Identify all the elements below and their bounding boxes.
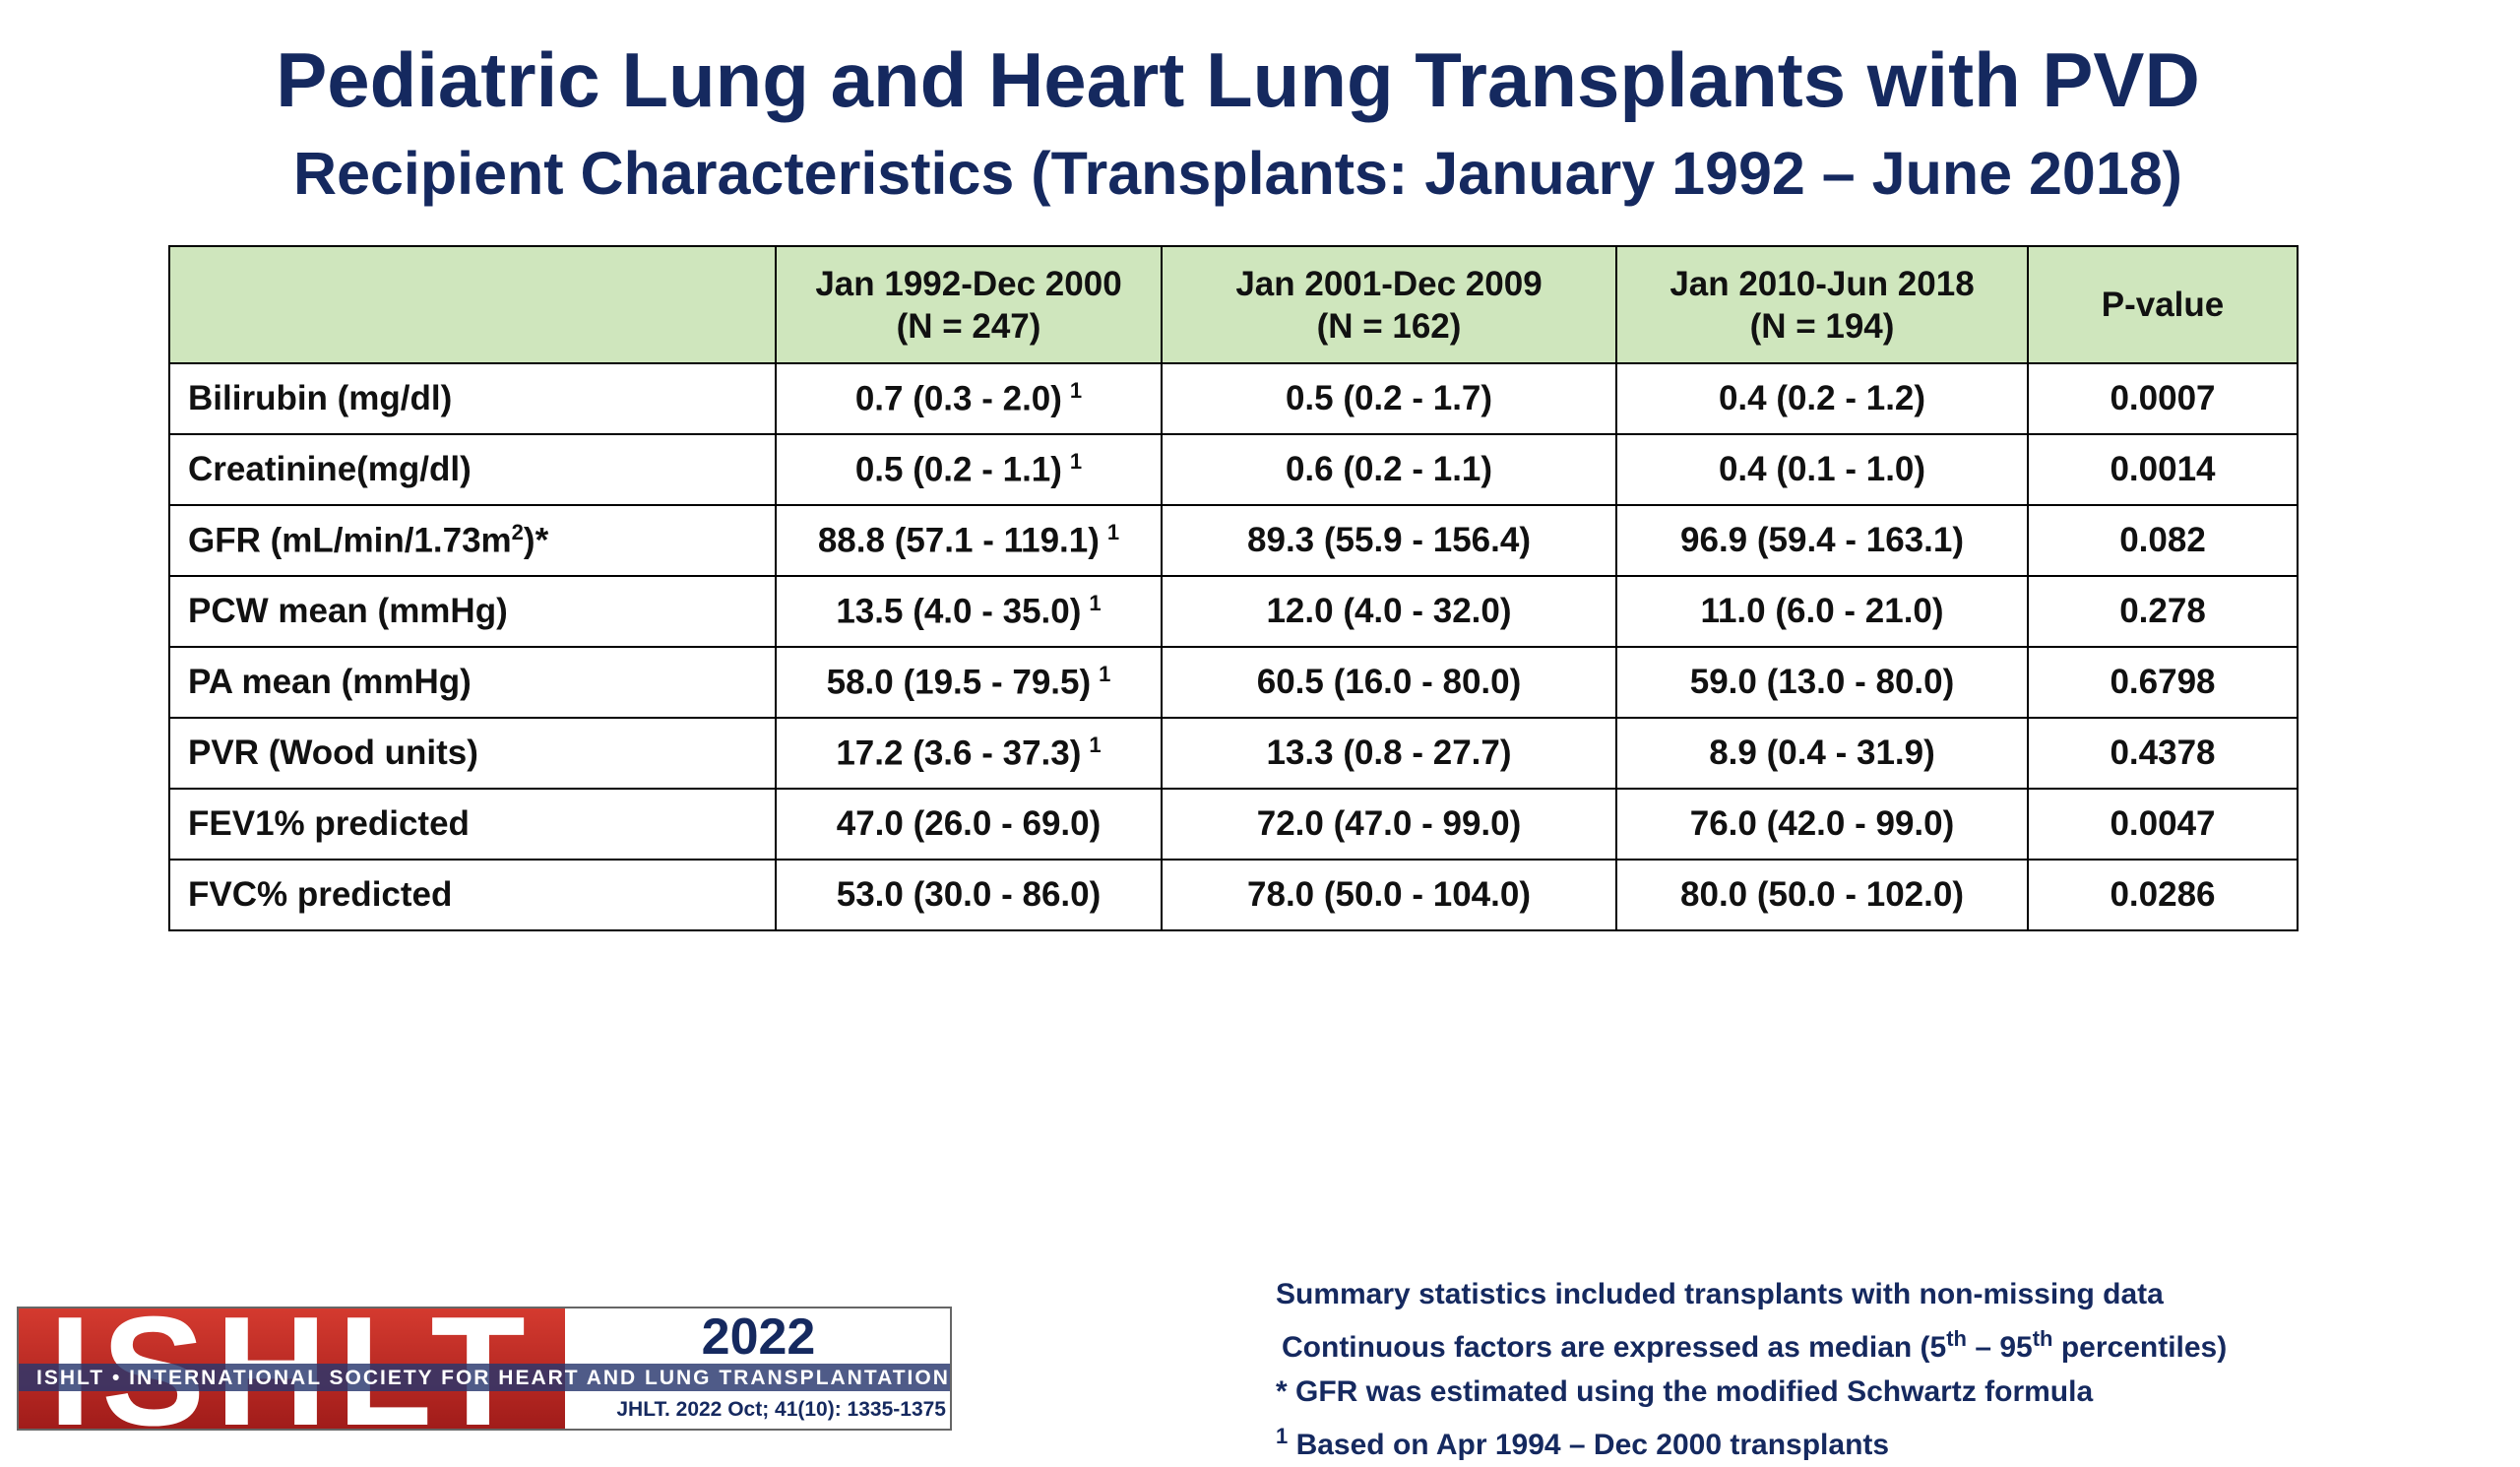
footnote-ref: 1 bbox=[1099, 662, 1111, 687]
footnote-ref: 1 bbox=[1106, 520, 1120, 545]
table-row: GFR (mL/min/1.73m2)* 88.8 (57.1 - 119.1)… bbox=[168, 504, 2299, 577]
cell-p-value: 0.0286 bbox=[2027, 859, 2299, 931]
header-p-value: P-value bbox=[2027, 245, 2299, 364]
header-era-1-dates: Jan 1992-Dec 2000 bbox=[815, 264, 1122, 303]
cell-era-1: 0.5 (0.2 - 1.1) 1 bbox=[775, 433, 1163, 506]
cell-era-2: 89.3 (55.9 - 156.4) bbox=[1161, 504, 1617, 577]
cell-era-3: 80.0 (50.0 - 102.0) bbox=[1615, 859, 2029, 931]
superscript: 2 bbox=[511, 520, 524, 545]
superscript: th bbox=[1946, 1326, 1967, 1351]
footnote-line-3: * GFR was estimated using the modified S… bbox=[1276, 1375, 2094, 1408]
cell-value: 88.8 (57.1 - 119.1) bbox=[817, 521, 1100, 560]
footnote-line-4: 1 Based on Apr 1994 – Dec 2000 transplan… bbox=[1276, 1414, 2270, 1467]
footnote-ref: 1 bbox=[1089, 733, 1102, 758]
footnote-line-2: Continuous factors are expressed as medi… bbox=[1276, 1316, 2270, 1370]
cell-value: 13.5 (4.0 - 35.0) bbox=[836, 592, 1082, 631]
table-row: Bilirubin (mg/dl) 0.7 (0.3 - 2.0) 1 0.5 (… bbox=[168, 362, 2299, 435]
cell-p-value: 0.0007 bbox=[2027, 362, 2299, 435]
footnote-ref: 1 bbox=[1069, 378, 1083, 404]
footnotes: Summary statistics included transplants … bbox=[1276, 1272, 2270, 1467]
footnote-line-2-pre: Continuous factors are expressed as medi… bbox=[1282, 1331, 1947, 1364]
cell-era-1: 58.0 (19.5 - 79.5) 1 bbox=[775, 646, 1163, 719]
table-row: PA mean (mmHg) 58.0 (19.5 - 79.5) 1 60.5 … bbox=[168, 646, 2299, 719]
logo-citation: JHLT. 2022 Oct; 41(10): 1335-1375 bbox=[616, 1398, 946, 1421]
row-label: FEV1% predicted bbox=[168, 788, 777, 861]
header-era-2-n: (N = 162) bbox=[1316, 306, 1462, 346]
recipient-characteristics-table: Jan 1992-Dec 2000 (N = 247) Jan 2001-Dec … bbox=[168, 245, 2299, 931]
page-title: Pediatric Lung and Heart Lung Transplant… bbox=[276, 36, 2200, 123]
cell-p-value: 0.0014 bbox=[2027, 433, 2299, 506]
row-label-suffix: )* bbox=[523, 521, 549, 560]
cell-era-2: 12.0 (4.0 - 32.0) bbox=[1161, 575, 1617, 648]
logo-tagline: ISHLT • INTERNATIONAL SOCIETY FOR HEART … bbox=[36, 1367, 950, 1389]
footnote-line-4-text: Based on Apr 1994 – Dec 2000 transplants bbox=[1288, 1429, 1890, 1461]
superscript: 1 bbox=[1276, 1424, 1289, 1448]
cell-era-1: 47.0 (26.0 - 69.0) bbox=[775, 788, 1163, 861]
header-era-3-n: (N = 194) bbox=[1749, 306, 1895, 346]
cell-value: 17.2 (3.6 - 37.3) bbox=[836, 734, 1082, 773]
cell-value: 0.7 (0.3 - 2.0) bbox=[854, 379, 1062, 418]
cell-era-2: 13.3 (0.8 - 27.7) bbox=[1161, 717, 1617, 790]
cell-era-3: 8.9 (0.4 - 31.9) bbox=[1615, 717, 2029, 790]
ishlt-logo: ISHLT 2022 ISHLT • INTERNATIONAL SOCIETY… bbox=[17, 1307, 952, 1431]
cell-era-3: 0.4 (0.1 - 1.0) bbox=[1615, 433, 2029, 506]
logo-year: 2022 bbox=[701, 1308, 816, 1366]
row-label: Creatinine(mg/dl) bbox=[168, 433, 777, 506]
footnote-line-2-mid: – 95 bbox=[1967, 1331, 2033, 1364]
footnote-ref: 1 bbox=[1069, 449, 1083, 475]
header-era-2-dates: Jan 2001-Dec 2009 bbox=[1235, 264, 1543, 303]
cell-p-value: 0.6798 bbox=[2027, 646, 2299, 719]
header-era-2: Jan 2001-Dec 2009 (N = 162) bbox=[1161, 245, 1617, 364]
cell-era-1: 13.5 (4.0 - 35.0) 1 bbox=[775, 575, 1163, 648]
cell-p-value: 0.082 bbox=[2027, 504, 2299, 577]
footnote-ref: 1 bbox=[1089, 591, 1102, 616]
cell-era-1: 0.7 (0.3 - 2.0) 1 bbox=[775, 362, 1163, 435]
row-label: FVC% predicted bbox=[168, 859, 777, 931]
table-row: FVC% predicted 53.0 (30.0 - 86.0) 78.0 (… bbox=[168, 859, 2299, 931]
table-row: FEV1% predicted 47.0 (26.0 - 69.0) 72.0 … bbox=[168, 788, 2299, 861]
table-row: Creatinine(mg/dl) 0.5 (0.2 - 1.1) 1 0.6 (… bbox=[168, 433, 2299, 506]
cell-p-value: 0.0047 bbox=[2027, 788, 2299, 861]
cell-p-value: 0.4378 bbox=[2027, 717, 2299, 790]
row-label: PVR (Wood units) bbox=[168, 717, 777, 790]
cell-era-2: 0.6 (0.2 - 1.1) bbox=[1161, 433, 1617, 506]
table-header-row: Jan 1992-Dec 2000 (N = 247) Jan 2001-Dec … bbox=[168, 245, 2299, 364]
footnote-line-1: Summary statistics included transplants … bbox=[1276, 1278, 2164, 1310]
cell-era-1: 17.2 (3.6 - 37.3) 1 bbox=[775, 717, 1163, 790]
row-label: PCW mean (mmHg) bbox=[168, 575, 777, 648]
cell-era-3: 0.4 (0.2 - 1.2) bbox=[1615, 362, 2029, 435]
header-blank bbox=[168, 245, 777, 364]
cell-era-2: 60.5 (16.0 - 80.0) bbox=[1161, 646, 1617, 719]
superscript: th bbox=[2032, 1326, 2053, 1351]
cell-era-3: 76.0 (42.0 - 99.0) bbox=[1615, 788, 2029, 861]
cell-era-3: 11.0 (6.0 - 21.0) bbox=[1615, 575, 2029, 648]
cell-value: 58.0 (19.5 - 79.5) bbox=[826, 663, 1092, 702]
cell-era-3: 96.9 (59.4 - 163.1) bbox=[1615, 504, 2029, 577]
cell-era-2: 0.5 (0.2 - 1.7) bbox=[1161, 362, 1617, 435]
header-era-3: Jan 2010-Jun 2018 (N = 194) bbox=[1615, 245, 2029, 364]
cell-era-2: 78.0 (50.0 - 104.0) bbox=[1161, 859, 1617, 931]
cell-era-1: 88.8 (57.1 - 119.1) 1 bbox=[775, 504, 1163, 577]
row-label: GFR (mL/min/1.73m2)* bbox=[168, 504, 777, 577]
header-era-1: Jan 1992-Dec 2000 (N = 247) bbox=[775, 245, 1163, 364]
header-era-3-dates: Jan 2010-Jun 2018 bbox=[1670, 264, 1975, 303]
row-label: PA mean (mmHg) bbox=[168, 646, 777, 719]
logo-band bbox=[19, 1364, 950, 1391]
table-row: PCW mean (mmHg) 13.5 (4.0 - 35.0) 1 12.0 … bbox=[168, 575, 2299, 648]
cell-era-3: 59.0 (13.0 - 80.0) bbox=[1615, 646, 2029, 719]
row-label-text: GFR (mL/min/1.73m bbox=[188, 521, 512, 560]
table-row: PVR (Wood units) 17.2 (3.6 - 37.3) 1 13.3… bbox=[168, 717, 2299, 790]
footnote-line-2-post: percentiles) bbox=[2052, 1331, 2228, 1364]
cell-value: 0.5 (0.2 - 1.1) bbox=[854, 450, 1062, 489]
cell-era-1: 53.0 (30.0 - 86.0) bbox=[775, 859, 1163, 931]
row-label: Bilirubin (mg/dl) bbox=[168, 362, 777, 435]
cell-era-2: 72.0 (47.0 - 99.0) bbox=[1161, 788, 1617, 861]
cell-p-value: 0.278 bbox=[2027, 575, 2299, 648]
header-era-1-n: (N = 247) bbox=[896, 306, 1041, 346]
page-subtitle: Recipient Characteristics (Transplants: … bbox=[293, 140, 2182, 207]
